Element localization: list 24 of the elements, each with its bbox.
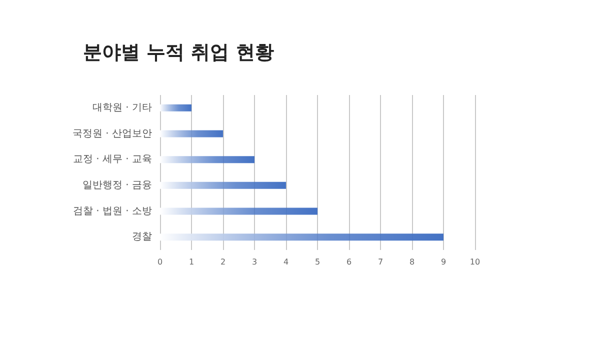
bar <box>160 156 254 164</box>
x-tick-label: 10 <box>470 258 480 266</box>
x-tick-label: 1 <box>188 258 194 266</box>
x-tick-label: 9 <box>440 258 446 266</box>
y-tick-label: 검찰 · 법원 · 소방 <box>72 206 152 217</box>
bar <box>160 182 286 189</box>
y-tick-label: 교정 · 세무 · 교육 <box>72 154 152 166</box>
x-tick-label: 6 <box>346 258 352 266</box>
x-tick-label: 2 <box>220 258 226 266</box>
x-tick-label: 5 <box>314 258 320 266</box>
x-tick-label: 7 <box>378 258 384 266</box>
x-tick-label: 4 <box>283 258 289 266</box>
y-tick-label: 경찰 <box>132 232 152 243</box>
x-tick-label: 0 <box>157 258 163 266</box>
bar <box>160 234 444 241</box>
y-tick-label: 대학원 · 기타 <box>92 102 152 114</box>
x-tick-label: 3 <box>252 258 258 266</box>
x-tick-label: 8 <box>409 258 415 266</box>
bar <box>160 130 223 138</box>
y-tick-label: 일반행정 · 금융 <box>82 180 152 191</box>
y-tick-label: 국정원 · 산업보안 <box>72 128 152 140</box>
chart-title: 분야별 누적 취업 현황 <box>83 42 274 64</box>
bar <box>160 104 192 112</box>
bar <box>160 208 318 215</box>
